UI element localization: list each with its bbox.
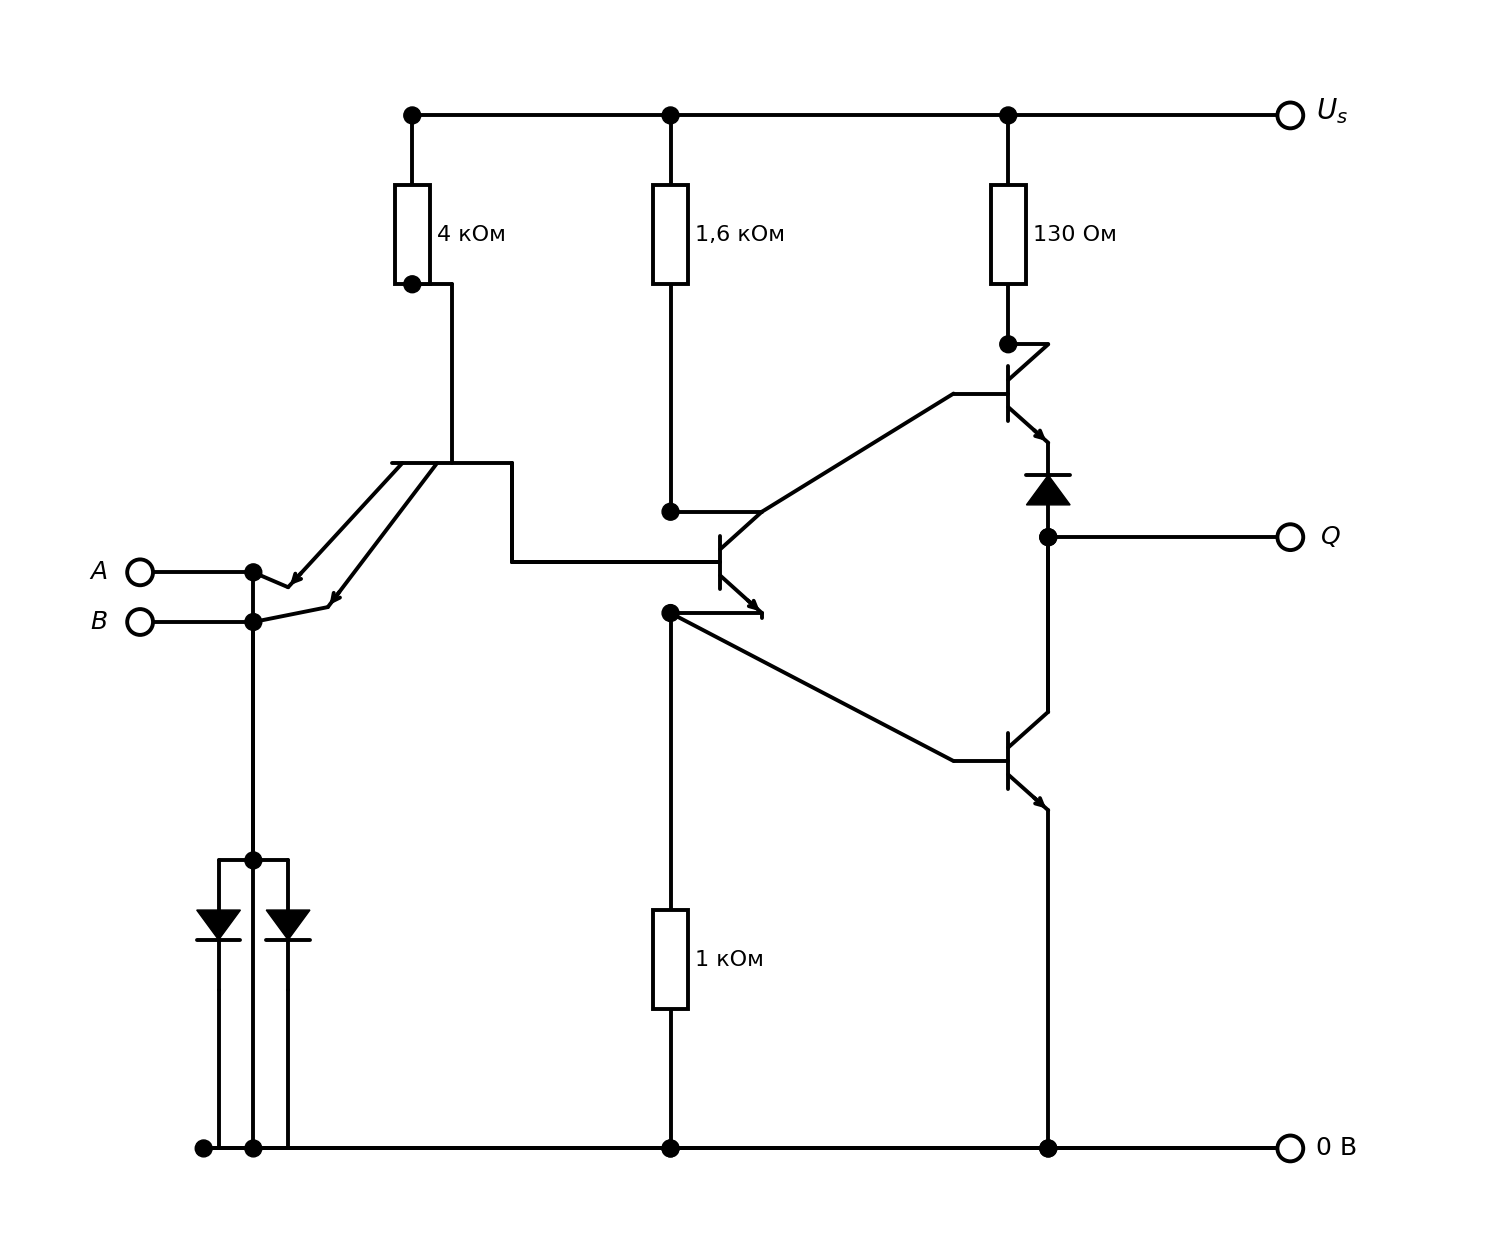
- Circle shape: [404, 107, 420, 124]
- Bar: [654, 910, 688, 1010]
- Circle shape: [663, 1140, 679, 1156]
- Circle shape: [245, 852, 262, 869]
- Circle shape: [663, 107, 679, 124]
- Text: Q: Q: [1321, 525, 1340, 549]
- Circle shape: [196, 1140, 212, 1156]
- Text: 1 кОм: 1 кОм: [696, 950, 764, 970]
- Circle shape: [1040, 529, 1056, 545]
- Circle shape: [999, 107, 1017, 124]
- Bar: [990, 185, 1026, 284]
- Polygon shape: [196, 910, 241, 940]
- Circle shape: [245, 614, 262, 631]
- Circle shape: [245, 1140, 262, 1156]
- Circle shape: [1040, 1140, 1056, 1156]
- Circle shape: [663, 605, 679, 621]
- Bar: [395, 185, 429, 284]
- Text: A: A: [91, 560, 108, 584]
- Text: 130 Ом: 130 Ом: [1034, 225, 1118, 245]
- Polygon shape: [266, 910, 310, 940]
- Circle shape: [1040, 1140, 1056, 1156]
- Text: 0 В: 0 В: [1316, 1136, 1357, 1160]
- Circle shape: [999, 335, 1017, 353]
- Circle shape: [663, 1140, 679, 1156]
- Bar: [654, 185, 688, 284]
- Text: $U_s$: $U_s$: [1316, 97, 1348, 127]
- Circle shape: [663, 503, 679, 520]
- Polygon shape: [1026, 476, 1070, 505]
- Text: 1,6 кОм: 1,6 кОм: [696, 225, 785, 245]
- Circle shape: [404, 276, 420, 293]
- Text: 4 кОм: 4 кОм: [437, 225, 506, 245]
- Circle shape: [1040, 529, 1056, 545]
- Text: B: B: [91, 610, 108, 633]
- Circle shape: [245, 564, 262, 581]
